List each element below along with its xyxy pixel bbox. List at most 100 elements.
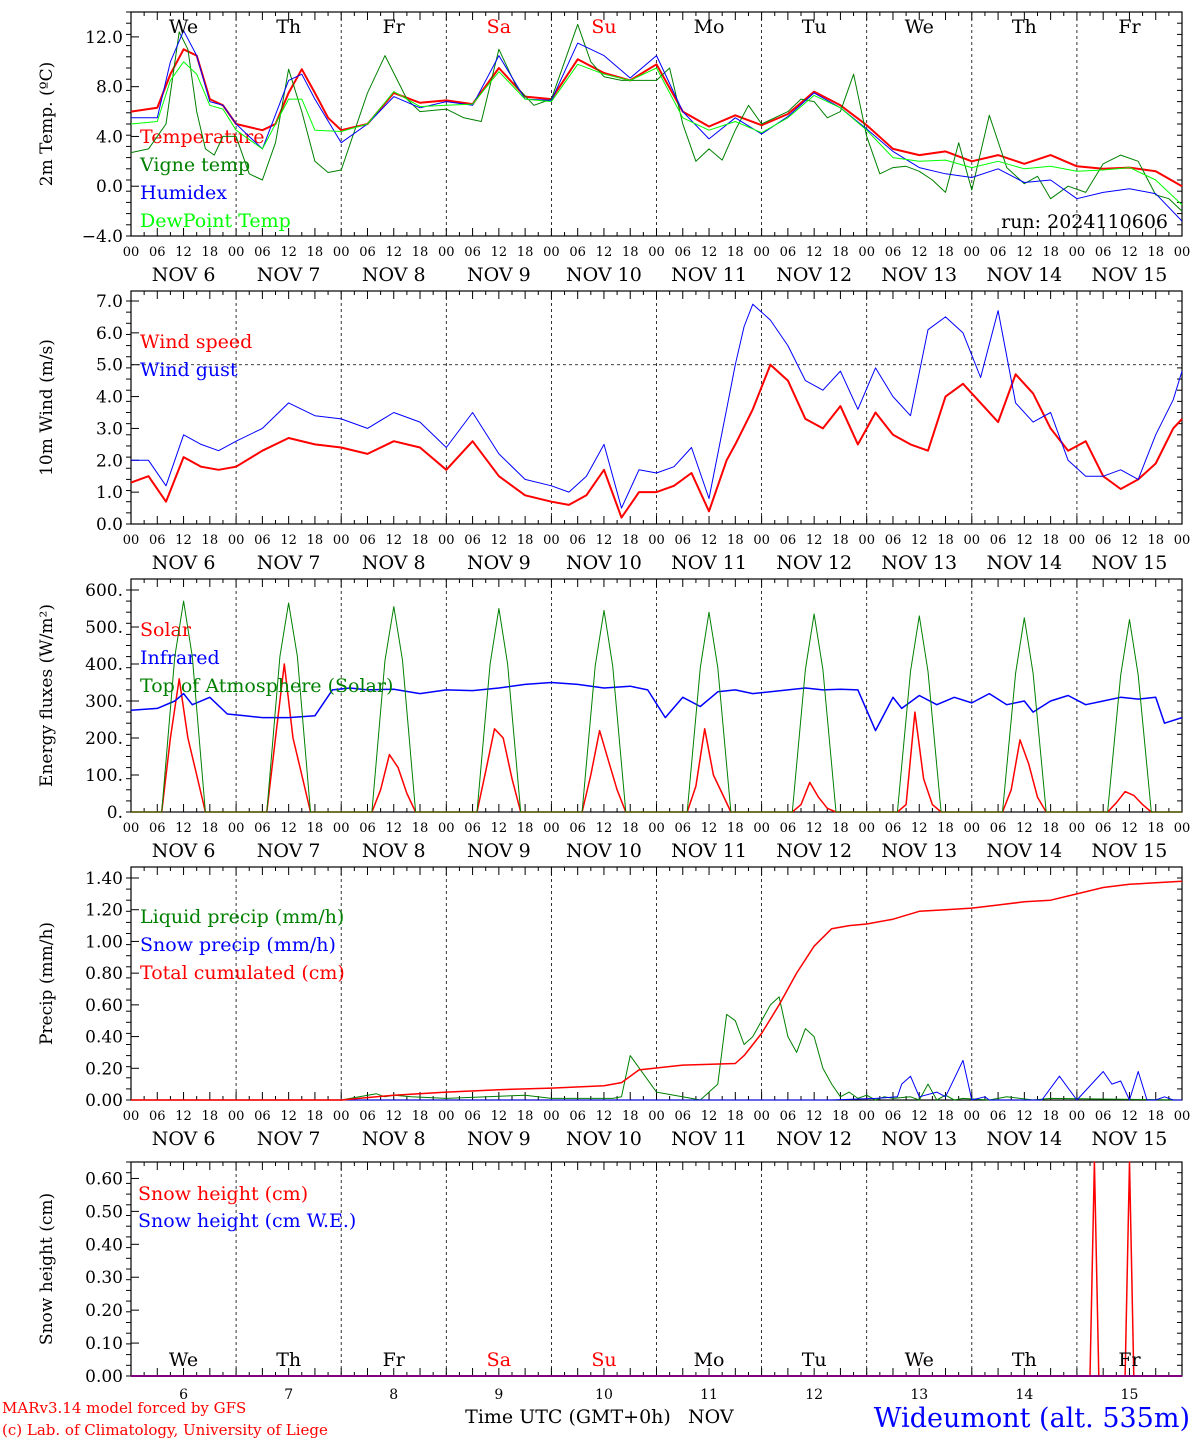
day-label: We [169, 16, 198, 38]
footer-credit: (c) Lab. of Climatology, University of L… [2, 1421, 328, 1439]
y-tick-label: 2.0 [96, 451, 123, 471]
hour-tick-label: 12 [385, 245, 402, 260]
hour-tick-label: 00 [964, 821, 981, 836]
hour-tick-label: 06 [464, 1109, 481, 1124]
hour-tick-label: 12 [491, 245, 508, 260]
date-label: NOV 10 [566, 1128, 642, 1150]
hour-tick-label: 00 [333, 533, 350, 548]
hour-tick-label: 18 [937, 245, 954, 260]
hour-tick-label: 12 [701, 821, 718, 836]
legend-entry: Wind speed [140, 331, 252, 353]
y-tick-label: 0.40 [85, 1028, 123, 1048]
hour-tick-label: 12 [491, 533, 508, 548]
hour-tick-label: 06 [569, 1109, 586, 1124]
day-number-label: 14 [1015, 1387, 1033, 1403]
hour-tick-label: 00 [858, 1109, 875, 1124]
hour-tick-label: 00 [753, 821, 770, 836]
hour-tick-label: 18 [202, 245, 219, 260]
hour-tick-label: 06 [675, 821, 692, 836]
hour-tick-label: 06 [254, 821, 271, 836]
day-label: Sa [487, 1349, 511, 1371]
series-line-snow-precip-mm-h- [131, 1059, 1182, 1101]
hour-tick-label: 00 [648, 821, 665, 836]
date-label: NOV 15 [1092, 1128, 1168, 1150]
hour-tick-label: 06 [1095, 1109, 1112, 1124]
y-tick-label: 8.0 [96, 78, 123, 98]
date-label: NOV 11 [671, 264, 747, 286]
hour-tick-label: 12 [911, 821, 928, 836]
hour-tick-label: 00 [753, 533, 770, 548]
legend-entry: Liquid precip (mm/h) [140, 906, 344, 928]
hour-tick-label: 18 [727, 1109, 744, 1124]
y-tick-label: 0.0 [96, 177, 123, 197]
hour-tick-label: 06 [569, 821, 586, 836]
date-label: NOV 8 [362, 1128, 426, 1150]
hour-tick-label: 00 [228, 1109, 245, 1124]
hour-tick-label: 18 [622, 1109, 639, 1124]
hour-tick-label: 06 [1095, 245, 1112, 260]
hour-tick-label: 18 [1042, 533, 1059, 548]
hour-tick-label: 00 [858, 533, 875, 548]
y-tick-label: 0.30 [85, 1268, 123, 1288]
day-number-label: 9 [494, 1387, 503, 1403]
y-tick-label: 500. [85, 618, 123, 638]
y-tick-label: 1.00 [85, 932, 123, 952]
y-tick-label: 0.00 [85, 1367, 123, 1387]
date-label: NOV 14 [986, 1128, 1062, 1150]
hour-tick-label: 18 [412, 1109, 429, 1124]
y-tick-label: −4.0 [82, 227, 123, 247]
hour-tick-label: 18 [1147, 533, 1164, 548]
hour-tick-label: 12 [385, 821, 402, 836]
hour-tick-label: 00 [543, 245, 560, 260]
hour-tick-label: 06 [780, 245, 797, 260]
hour-tick-label: 00 [543, 821, 560, 836]
hour-tick-label: 06 [990, 533, 1007, 548]
hour-tick-label: 00 [228, 821, 245, 836]
series-line-humidex [131, 30, 1183, 222]
legend-entry: Solar [140, 619, 192, 641]
hour-tick-label: 00 [648, 245, 665, 260]
date-label: NOV 10 [566, 840, 642, 862]
hour-tick-label: 06 [675, 245, 692, 260]
hour-tick-label: 06 [359, 1109, 376, 1124]
panel-4: 1.40 1.20 1.00 0.80 0.60 0.40 0.20 0.00 Precip (… [37, 866, 1190, 1150]
hour-tick-label: 18 [937, 821, 954, 836]
hour-tick-label: 12 [280, 533, 297, 548]
hour-tick-label: 12 [1121, 821, 1138, 836]
hour-tick-label: 18 [202, 533, 219, 548]
date-label: NOV 15 [1092, 264, 1168, 286]
hour-tick-label: 18 [832, 821, 849, 836]
hour-tick-label: 18 [622, 821, 639, 836]
date-label: NOV 11 [671, 1128, 747, 1150]
y-tick-label: 1.20 [85, 901, 123, 921]
series-line-infrared [130, 681, 1183, 732]
hour-tick-label: 18 [1042, 1109, 1059, 1124]
hour-tick-label: 06 [149, 245, 166, 260]
hour-tick-label: 00 [123, 245, 140, 260]
panel-2: 7.0 6.0 5.0 4.0 3.0 2.0 1.0 0.0 10m Wind (m/s) Wi… [37, 290, 1190, 574]
hour-tick-label: 00 [858, 821, 875, 836]
y-tick-label: 1.40 [85, 869, 123, 889]
hour-tick-label: 18 [937, 1109, 954, 1124]
series-line-temperature [130, 48, 1183, 188]
hour-tick-label: 06 [149, 821, 166, 836]
hour-tick-label: 00 [333, 821, 350, 836]
day-label: We [905, 1349, 934, 1371]
hour-tick-label: 12 [701, 245, 718, 260]
hour-tick-label: 00 [964, 533, 981, 548]
hour-tick-label: 00 [228, 245, 245, 260]
date-label: NOV 13 [881, 1128, 957, 1150]
hour-tick-label: 12 [175, 1109, 192, 1124]
date-label: NOV 15 [1092, 840, 1168, 862]
legend-entry: Top of Atmosphere (Solar) [140, 675, 393, 697]
day-label: Th [276, 1349, 301, 1371]
series-line-vigne-temp [130, 23, 1183, 212]
y-axis-label: 10m Wind (m/s) [37, 339, 57, 476]
station-name: Wideumont (alt. 535m) [874, 1403, 1190, 1434]
run-label: run: 2024110606 [1001, 211, 1168, 233]
hour-tick-label: 12 [806, 1109, 823, 1124]
hour-tick-label: 18 [1147, 1109, 1164, 1124]
hour-tick-label: 18 [517, 533, 534, 548]
hour-tick-label: 18 [1147, 245, 1164, 260]
hour-tick-label: 12 [911, 533, 928, 548]
